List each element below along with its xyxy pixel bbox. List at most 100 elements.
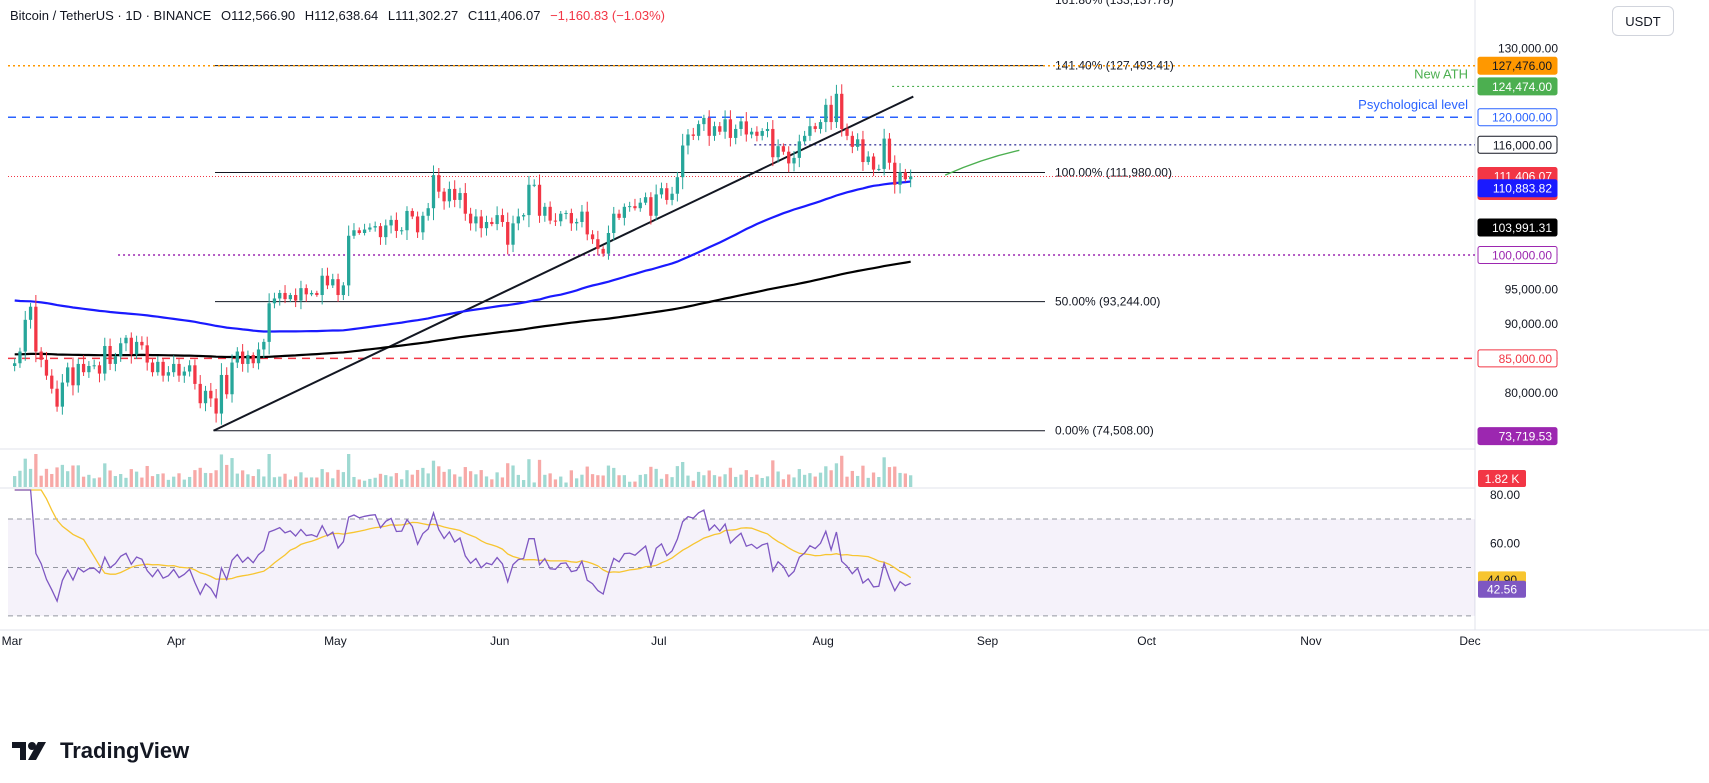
candle-body [71, 367, 75, 386]
price-tag-label: 73,719.53 [1499, 430, 1553, 444]
time-axis-label: May [324, 634, 347, 648]
volume-bar [256, 469, 261, 487]
volume-bar [898, 472, 902, 487]
currency-unit-button[interactable]: USDT [1612, 6, 1674, 36]
candle-body [665, 188, 669, 200]
candle-body [415, 216, 420, 233]
candle-body [156, 361, 160, 373]
candle-body [840, 93, 844, 129]
price-tag-label: 120,000.00 [1492, 111, 1552, 125]
candle-body [39, 351, 43, 360]
rsi-tag [1478, 580, 1526, 598]
volume-bar [877, 477, 881, 487]
chart-canvas[interactable]: 141.40% (127,493.41)100.00% (111,980.00)… [0, 0, 1709, 720]
volume-bar [808, 473, 812, 487]
volume-bar [267, 454, 271, 487]
candle-body [198, 383, 202, 404]
candle-body [362, 229, 367, 234]
candle-body [532, 184, 536, 186]
candle-body [755, 131, 759, 136]
candle-body [405, 210, 409, 231]
candle-body [871, 156, 876, 170]
candle-body [628, 206, 632, 208]
volume-bar [50, 473, 54, 487]
fib-level-label: 161.80% (133,137.78) [1055, 0, 1174, 7]
candle-body [325, 275, 330, 286]
candle-body [140, 341, 144, 346]
candle-body [177, 363, 181, 376]
volume-bar [55, 467, 59, 487]
volume-bar [702, 475, 706, 487]
fib-level-label: 0.00% (74,508.00) [1055, 424, 1154, 438]
volume-bar [384, 475, 388, 487]
volume-layer [13, 454, 913, 487]
price-tag [1477, 77, 1558, 96]
candle-body [543, 206, 547, 216]
volume-bar [453, 474, 457, 487]
candle-body [580, 211, 584, 222]
candle-body [500, 215, 505, 222]
volume-bar [596, 475, 600, 487]
volume-bar [527, 459, 531, 487]
volume-bar [712, 475, 717, 487]
symbol-name[interactable]: Bitcoin / TetherUS · 1D · BINANCE [10, 8, 212, 23]
candle-body [347, 235, 351, 286]
volume-bar [516, 474, 520, 487]
volume-bar [262, 476, 266, 487]
volume-bar [749, 477, 754, 487]
candle-body [553, 220, 558, 222]
candle-body [787, 151, 791, 164]
volume-bar [580, 474, 584, 487]
volume-bar [39, 475, 43, 487]
volume-bar [649, 466, 653, 487]
candle-body [495, 215, 499, 225]
volume-bar [304, 477, 308, 487]
volume-bar [824, 466, 828, 487]
candle-body [723, 119, 727, 132]
candle-body [569, 213, 573, 224]
volume-bar [119, 474, 123, 487]
psychological-level-label: Psychological level [1358, 97, 1468, 112]
volume-bar [373, 477, 377, 487]
candle-body [479, 216, 483, 229]
candle-body [50, 375, 54, 389]
candle-body [214, 398, 218, 414]
volume-bar [71, 465, 75, 487]
volume-bar [97, 477, 102, 487]
candle-body [193, 365, 197, 384]
candle-body [108, 346, 112, 364]
candle-body [559, 213, 563, 222]
grid-layer [0, 0, 1709, 631]
rsi-tag-label: 42.56 [1487, 582, 1517, 596]
volume-bar [569, 470, 573, 487]
candle-body [288, 295, 292, 300]
price-tag [1477, 56, 1558, 75]
candle-body [447, 188, 452, 202]
volume-bar [840, 455, 844, 487]
volume-bar [628, 481, 632, 487]
candle-body [850, 135, 854, 147]
volume-bar [553, 479, 558, 487]
candle-body [76, 363, 80, 386]
candle-body [60, 382, 65, 407]
volume-bar [532, 482, 536, 487]
volume-bar [198, 467, 202, 487]
volume-bar [903, 473, 907, 487]
projection-arrow [944, 149, 1020, 176]
candle-body [893, 162, 897, 185]
volume-bar [771, 460, 775, 487]
volume-bar [103, 463, 107, 487]
candle-body [240, 351, 245, 364]
volume-bar [230, 458, 234, 487]
volume-bar [866, 477, 870, 487]
volume-bar [718, 476, 722, 487]
volume-bar [474, 474, 478, 487]
candle-body [749, 131, 754, 135]
candle-body [813, 126, 817, 129]
candle-body [246, 354, 250, 364]
volume-bar [506, 463, 510, 487]
candle-body [808, 126, 812, 136]
volume-bar [654, 468, 658, 487]
ohlc-close: C111,406.07 [467, 8, 541, 23]
candle-body [320, 275, 324, 296]
